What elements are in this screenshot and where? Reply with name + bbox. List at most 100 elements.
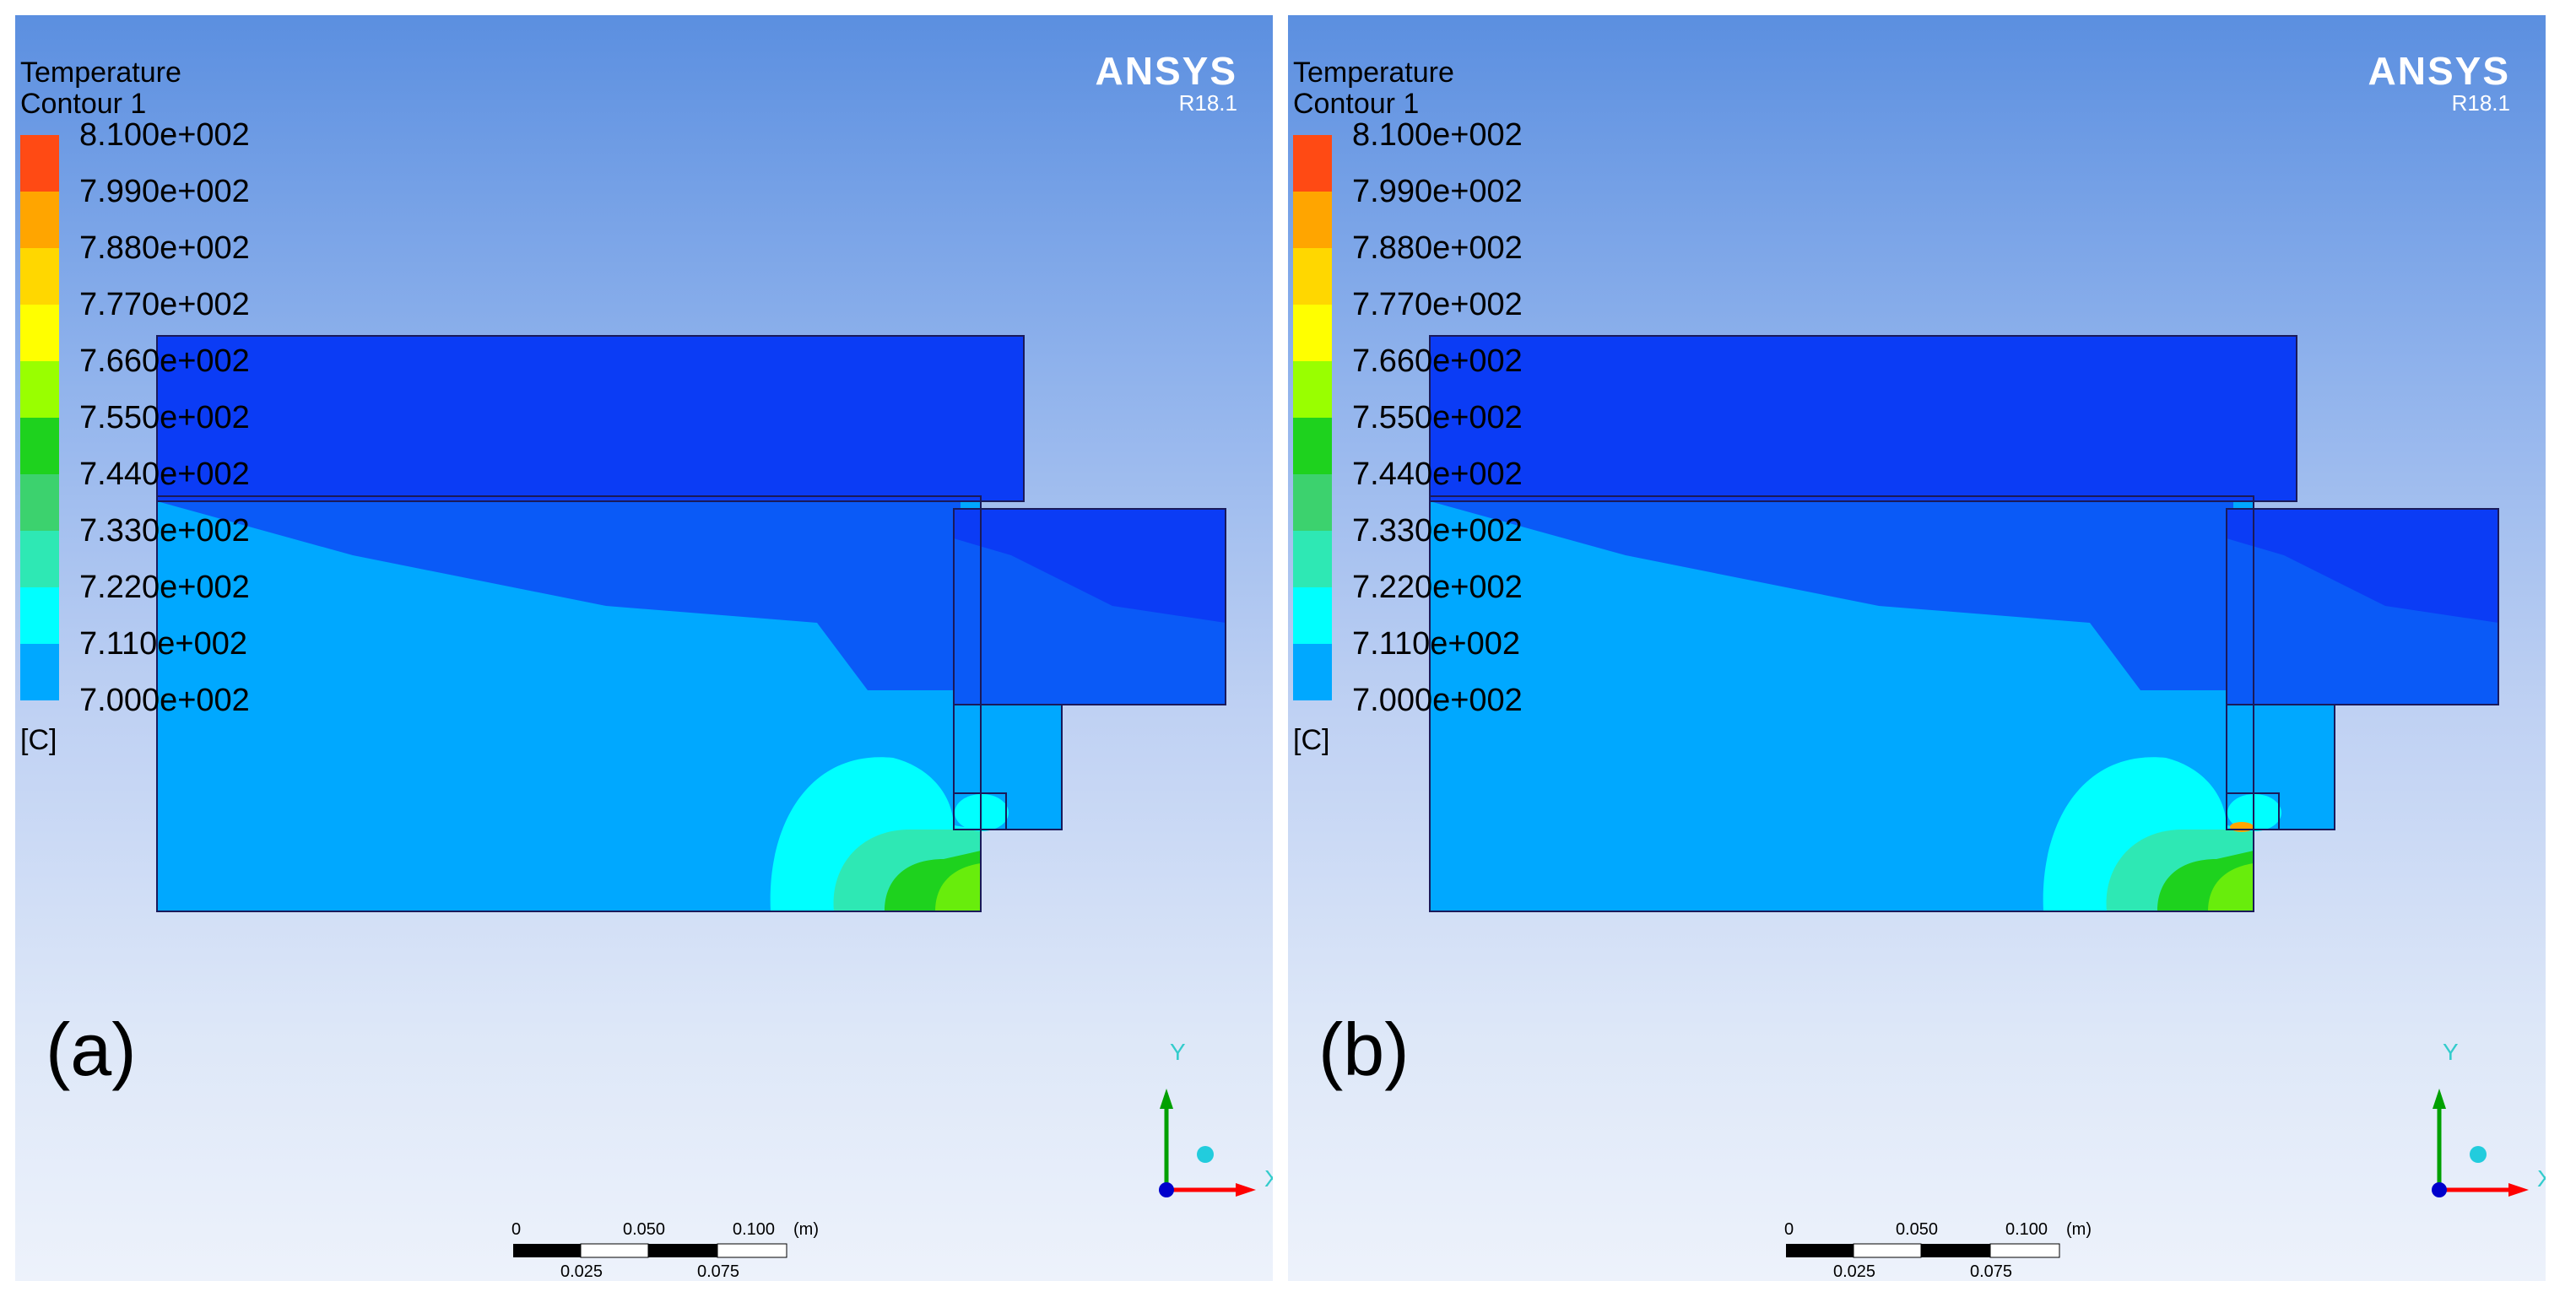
contour-panel-a: Temperature Contour 1 8.100e+002 7.990e+…: [15, 15, 1273, 1281]
z-axis-dot: [1159, 1182, 1174, 1197]
ansys-logo: ANSYS R18.1: [1096, 51, 1237, 115]
legend-value: 7.440e+002: [79, 457, 250, 492]
panel-label: (b): [1318, 1008, 1410, 1091]
logo-version: R18.1: [2451, 90, 2510, 116]
legend-band: [20, 587, 59, 644]
legend-band: [1293, 418, 1332, 474]
y-arrowhead: [2433, 1089, 2446, 1109]
x-arrowhead: [2508, 1183, 2529, 1197]
color-legend-bar: [20, 135, 59, 700]
legend-unit: [C]: [20, 724, 57, 756]
logo-version: R18.1: [1178, 90, 1237, 116]
scale-ruler: [513, 1243, 787, 1258]
bright-green-contour: [2208, 863, 2254, 911]
scale-label: 0.075: [697, 1262, 740, 1281]
legend-title-line2: Contour 1: [1293, 88, 1420, 120]
legend-band: [1293, 192, 1332, 248]
scale-label: 0: [1784, 1220, 1794, 1239]
temperature-contour-plot: [156, 335, 1226, 912]
bright-green-contour: [935, 863, 981, 911]
x-axis-label: X: [2537, 1165, 2546, 1192]
right-dark-zone: [954, 509, 1226, 623]
scale-unit: (m): [793, 1220, 819, 1239]
logo-name: ANSYS: [1095, 49, 1237, 93]
legend-value: 8.100e+002: [1352, 117, 1523, 153]
scale-ruler: [1786, 1243, 2060, 1258]
scale-label: 0: [511, 1220, 522, 1239]
legend-title-line2: Contour 1: [20, 88, 147, 120]
legend-value: 7.990e+002: [1352, 174, 1523, 209]
upper-region: [157, 336, 1024, 501]
legend-band: [20, 248, 59, 305]
legend-band: [20, 531, 59, 587]
color-legend-bar: [1293, 135, 1332, 700]
legend-band: [20, 305, 59, 361]
legend-title: Temperature Contour 1: [20, 57, 181, 120]
scale-label: 0.025: [560, 1262, 603, 1281]
legend-band: [20, 474, 59, 531]
legend-value: 7.220e+002: [79, 570, 250, 605]
legend-value: 7.000e+002: [1352, 683, 1523, 718]
legend-title-line1: Temperature: [20, 57, 181, 89]
legend-value: 7.660e+002: [1352, 343, 1523, 379]
scale-label: 0.100: [2005, 1220, 2048, 1239]
scale-bar: 0 0.050 0.100 (m) 0.025 0.075: [511, 1197, 819, 1281]
legend-value: 7.770e+002: [79, 287, 250, 322]
legend-value: 7.770e+002: [1352, 287, 1523, 322]
legend-band: [20, 418, 59, 474]
legend-value: 7.660e+002: [79, 343, 250, 379]
view-sphere: [1197, 1146, 1214, 1163]
view-sphere: [2470, 1146, 2487, 1163]
legend-value: 7.880e+002: [1352, 230, 1523, 266]
right-dark-zone: [2227, 509, 2498, 623]
legend-value: 7.110e+002: [1352, 626, 1520, 662]
legend-value: 7.110e+002: [79, 626, 247, 662]
contour-panel-b: Temperature Contour 1 8.100e+002 7.990e+…: [1288, 15, 2546, 1281]
legend-value: 7.330e+002: [1352, 513, 1523, 549]
legend-value: 7.440e+002: [1352, 457, 1523, 492]
scale-label: 0.025: [1833, 1262, 1876, 1281]
legend-band: [20, 192, 59, 248]
legend-unit: [C]: [1293, 724, 1330, 756]
axis-triad: Y X: [2432, 1039, 2546, 1197]
legend-labels: 8.100e+002 7.990e+002 7.880e+002 7.770e+…: [1352, 118, 1523, 740]
logo-name: ANSYS: [2368, 49, 2510, 93]
scale-label: 0.100: [733, 1220, 776, 1239]
legend-band: [1293, 135, 1332, 192]
upper-region: [1430, 336, 2297, 501]
legend-value: 7.220e+002: [1352, 570, 1523, 605]
z-axis-dot: [2432, 1182, 2447, 1197]
hot-spot: [2230, 822, 2254, 832]
scale-label: 0.075: [1970, 1262, 2013, 1281]
legend-title: Temperature Contour 1: [1293, 57, 1454, 120]
legend-labels: 8.100e+002 7.990e+002 7.880e+002 7.770e+…: [79, 118, 250, 740]
legend-band: [1293, 587, 1332, 644]
y-arrowhead: [1160, 1089, 1173, 1109]
temperature-contour-plot: [1429, 335, 2499, 912]
geometry-outline: [156, 335, 1226, 912]
legend-band: [1293, 248, 1332, 305]
geometry-outline: [1429, 335, 2499, 912]
legend-value: 7.990e+002: [79, 174, 250, 209]
legend-band: [1293, 305, 1332, 361]
legend-value: 7.330e+002: [79, 513, 250, 549]
legend-value: 7.550e+002: [1352, 400, 1523, 435]
scale-label: 0.050: [623, 1220, 666, 1239]
dark-contour-band: [157, 501, 961, 690]
legend-title-line1: Temperature: [1293, 57, 1454, 89]
legend-value: 7.880e+002: [79, 230, 250, 266]
legend-band: [20, 644, 59, 700]
legend-band: [1293, 644, 1332, 700]
legend-band: [1293, 531, 1332, 587]
y-axis-label: Y: [1170, 1039, 1186, 1065]
legend-value: 7.550e+002: [79, 400, 250, 435]
dark-contour-band: [1430, 501, 2233, 690]
y-axis-label: Y: [2443, 1039, 2459, 1065]
scale-bar: 0 0.050 0.100 (m) 0.025 0.075: [1784, 1197, 2092, 1281]
axis-triad: Y X: [1159, 1039, 1273, 1197]
x-axis-label: X: [1264, 1165, 1273, 1192]
scale-unit: (m): [2066, 1220, 2092, 1239]
legend-value: 8.100e+002: [79, 117, 250, 153]
legend-band: [20, 135, 59, 192]
legend-band: [1293, 474, 1332, 531]
